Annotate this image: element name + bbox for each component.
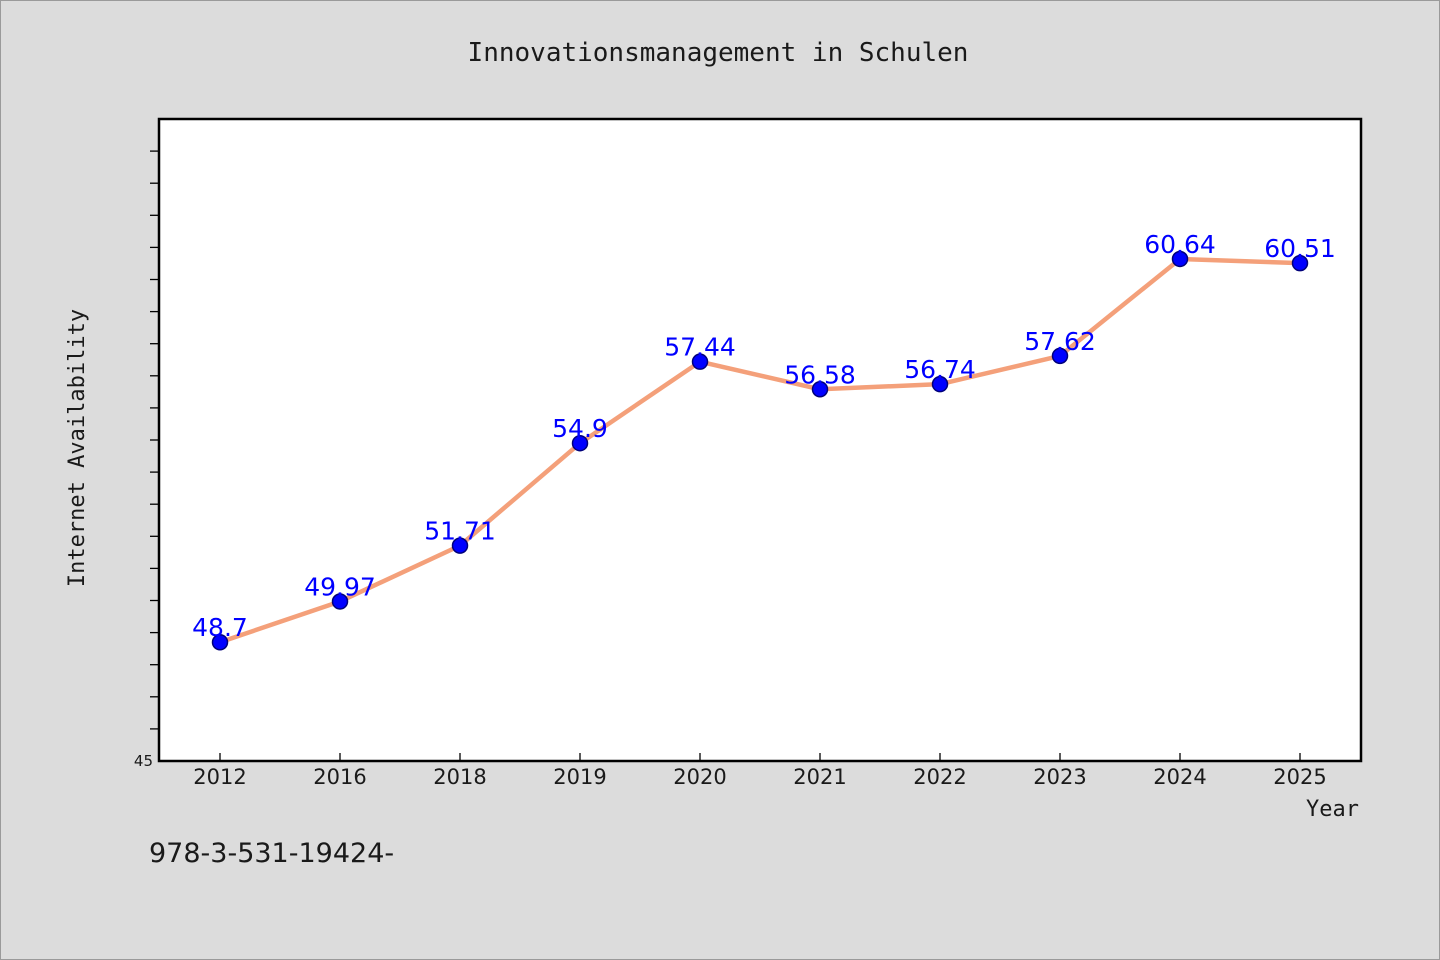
data-point: [1171, 250, 1189, 268]
data-label: 57.44: [664, 333, 736, 362]
x-tick-label: 2018: [433, 765, 486, 789]
data-label: 56.74: [904, 355, 976, 384]
data-point: [331, 593, 349, 610]
chart-title: Innovationsmanagement in Schulen: [468, 38, 969, 68]
data-point: [691, 353, 709, 370]
data-label: 57.62: [1024, 327, 1096, 356]
data-label: 56.58: [784, 360, 856, 389]
data-label: 60.51: [1264, 234, 1336, 263]
data-point: [451, 537, 469, 554]
plot-area: [157, 117, 1363, 763]
x-axis-ticks: 2012 2016 2018 2019 2020 2021 2022 2023 2024 2025: [193, 753, 1327, 789]
data-point: [211, 633, 229, 651]
x-tick-label: 2024: [1153, 765, 1206, 789]
x-tick-label: 2023: [1033, 765, 1086, 789]
y-tick-label: 45: [134, 752, 153, 770]
x-tick-label: 2025: [1273, 765, 1326, 789]
data-label: 51.71: [424, 517, 496, 546]
data-labels: 48.7 49.97 51.71 54.9 57.44 56.58 56.74 57.62 60…: [192, 230, 1336, 642]
data-point: [1291, 254, 1309, 272]
series-line-group: [217, 256, 1303, 645]
data-label: 49.97: [304, 572, 376, 601]
data-point: [1051, 347, 1069, 365]
data-point: [811, 381, 829, 398]
data-label: 54.9: [552, 414, 608, 443]
data-label: 60.64: [1144, 230, 1216, 259]
x-tick-label: 2021: [793, 765, 846, 789]
data-markers: [211, 250, 1309, 651]
x-tick-label: 2019: [553, 765, 606, 789]
series-line: [217, 256, 1303, 645]
x-tick-label: 2016: [313, 765, 366, 789]
y-axis-ticks: 45: [134, 150, 159, 770]
data-label: 48.7: [192, 613, 248, 642]
x-axis-label: Year: [1306, 797, 1359, 822]
data-point: [931, 375, 949, 393]
y-axis-label: Internet Availability: [65, 309, 90, 587]
data-point: [571, 434, 589, 452]
x-tick-label: 2020: [673, 765, 726, 789]
footer-text: 978-3-531-19424-: [149, 838, 394, 869]
x-tick-label: 2012: [193, 765, 246, 789]
x-tick-label: 2022: [913, 765, 966, 789]
